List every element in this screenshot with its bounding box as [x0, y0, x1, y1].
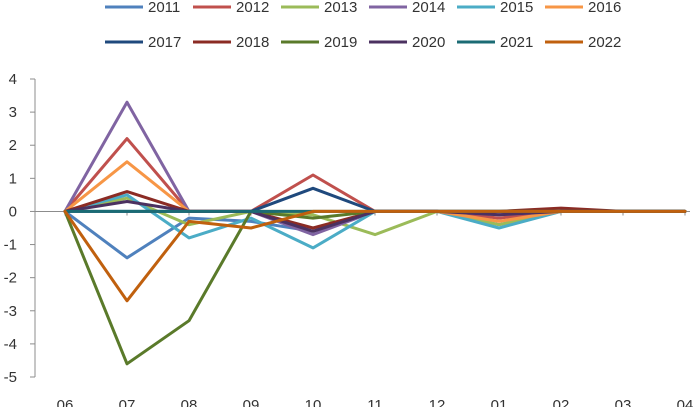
legend-label: 2015	[500, 0, 533, 16]
legend-label: 2019	[324, 34, 357, 51]
y-tick-label: -5	[4, 369, 17, 386]
x-tick-label: 04	[677, 397, 694, 407]
x-tick-label: 12	[429, 397, 446, 407]
legend-item-2019: 2019	[281, 34, 357, 51]
legend-label: 2011	[148, 0, 180, 16]
y-tick-label: 2	[9, 137, 17, 154]
legend-label: 2014	[412, 0, 445, 16]
x-tick-label: 10	[305, 397, 322, 407]
series-line-2022	[63, 209, 687, 303]
y-tick-label: -4	[4, 336, 17, 353]
legend-label: 2020	[412, 34, 445, 51]
x-tick-label: 03	[615, 397, 632, 407]
legend-label: 2013	[324, 0, 357, 16]
y-axis: 4 3 2 1 0 -1 -2 -3 -4 -5	[4, 71, 36, 386]
legend-item-2018: 2018	[193, 34, 269, 51]
legend-label: 2017	[148, 34, 181, 51]
y-tick-label: 4	[9, 71, 17, 88]
legend-item-2016: 2016	[545, 0, 621, 16]
legend-label: 2012	[236, 0, 269, 16]
legend-item-2022: 2022	[545, 34, 621, 51]
y-tick-label: 3	[9, 104, 17, 121]
x-tick-label: 08	[181, 397, 198, 407]
legend-label: 2022	[588, 34, 621, 51]
x-tick-label: 01	[491, 397, 508, 407]
legend-item-2020: 2020	[369, 34, 445, 51]
legend-item-2014: 2014	[369, 0, 445, 16]
x-tick-label: 07	[119, 397, 136, 407]
x-tick-label: 06	[57, 397, 74, 407]
legend-item-2017: 2017	[105, 34, 181, 51]
legend-label: 2021	[500, 34, 533, 51]
legend-label: 2016	[588, 0, 621, 16]
legend-item-2012: 2012	[193, 0, 269, 16]
y-tick-label: -2	[4, 270, 17, 287]
legend-item-2013: 2013	[281, 0, 357, 16]
y-tick-label: -1	[4, 237, 17, 254]
x-tick-label: 09	[243, 397, 260, 407]
x-tick-label: 11	[367, 397, 383, 407]
legend-item-2021: 2021	[457, 34, 533, 51]
legend-label: 2018	[236, 34, 269, 51]
legend: 2011 2012 2013 2014 2015 2016 2017 2018 2019 2020…	[105, 0, 621, 51]
x-axis: 06 07 08 09 10 11 12 01 02 03 04	[35, 210, 694, 407]
y-tick-label: -3	[4, 303, 17, 320]
legend-item-2015: 2015	[457, 0, 533, 16]
x-tick-label: 02	[553, 397, 570, 407]
y-tick-label: 1	[9, 170, 17, 187]
legend-item-2011: 2011	[105, 0, 180, 16]
y-tick-label: 0	[9, 203, 17, 220]
series-layer	[63, 100, 687, 366]
